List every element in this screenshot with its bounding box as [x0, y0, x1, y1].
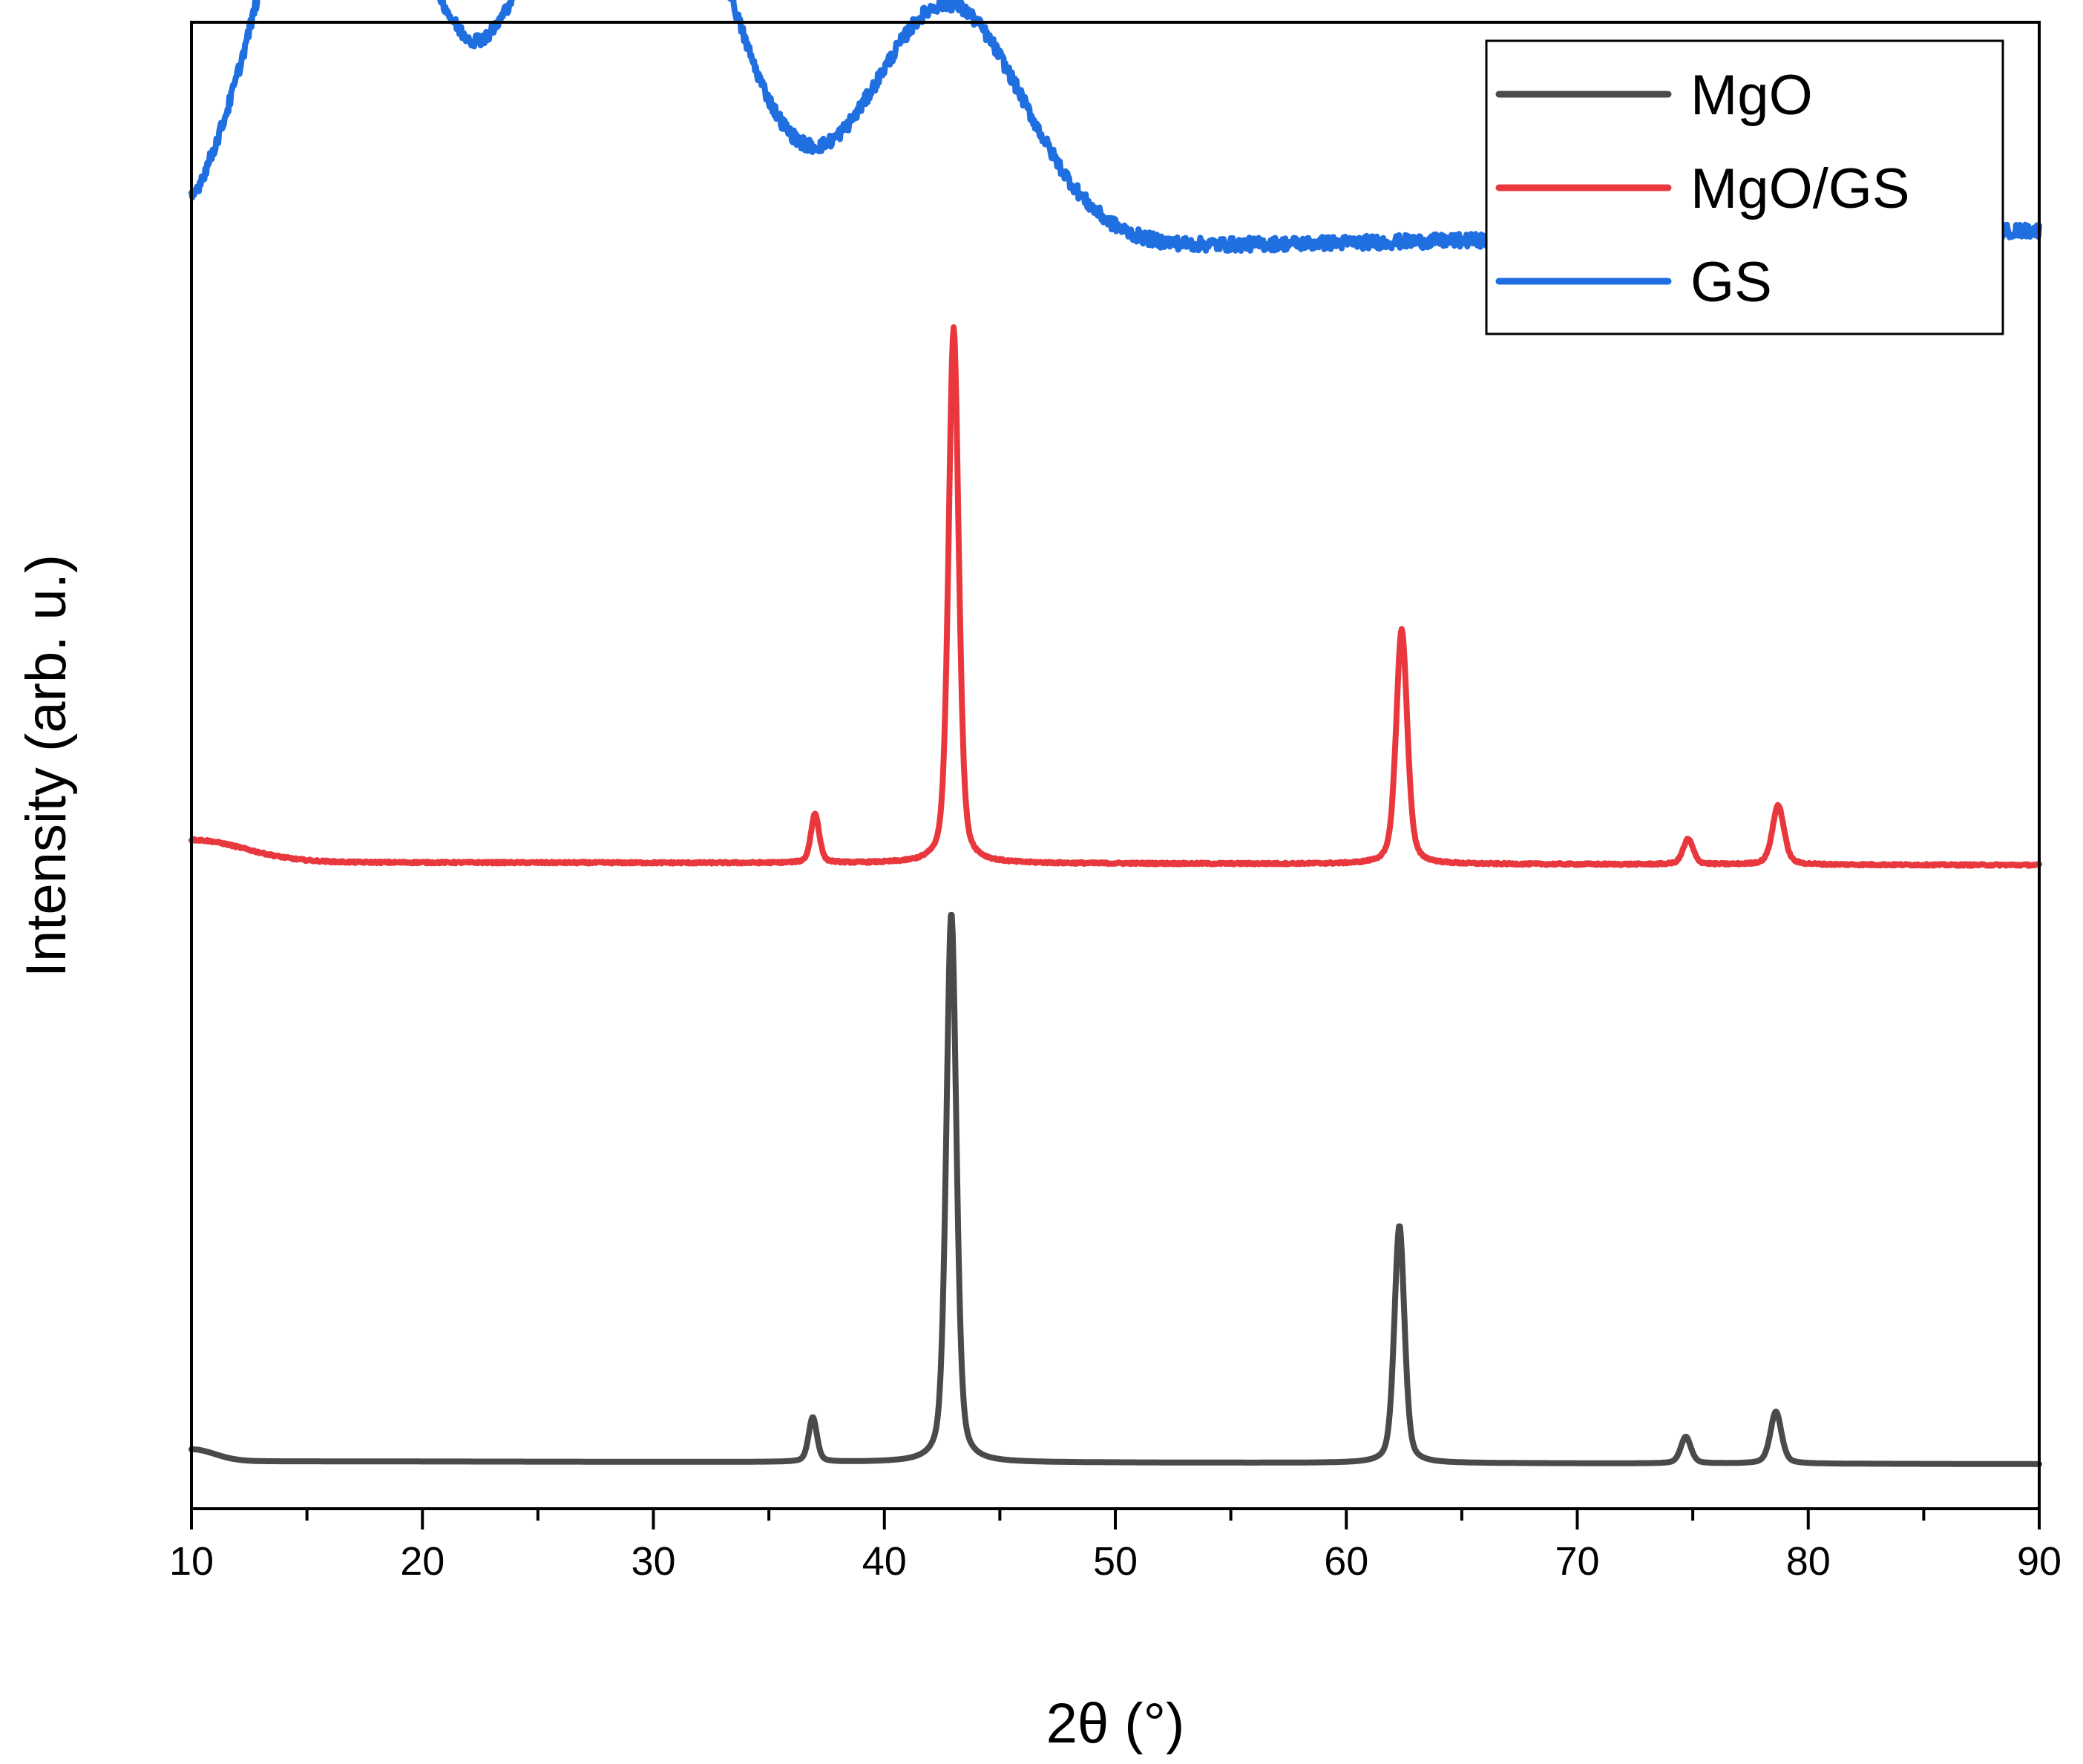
x-tick-label: 10	[169, 1539, 214, 1584]
series-line-mgo-gs	[188, 324, 2042, 869]
x-tick-label: 70	[1555, 1539, 1599, 1584]
legend-label: MgO	[1690, 64, 1813, 127]
x-axis: 10 20 30 40 50 60 70 80 90	[169, 1507, 2061, 1584]
x-tick-label: 30	[631, 1539, 675, 1584]
x-tick-label: 20	[400, 1539, 445, 1584]
series-line-mgo	[188, 911, 2042, 1467]
x-tick-label: 60	[1324, 1539, 1368, 1584]
x-tick-label: 90	[2017, 1539, 2061, 1584]
x-tick-label: 40	[862, 1539, 907, 1584]
x-tick-label: 80	[1786, 1539, 1831, 1584]
x-axis-title: 2θ (°)	[1046, 1692, 1185, 1755]
legend-label: MgO/GS	[1690, 157, 1910, 220]
legend: MgO MgO/GS GS	[1485, 39, 2004, 335]
legend-label: GS	[1690, 251, 1772, 314]
y-axis-title: Intensity (arb. u.)	[15, 554, 78, 977]
x-tick-label: 50	[1093, 1539, 1138, 1584]
